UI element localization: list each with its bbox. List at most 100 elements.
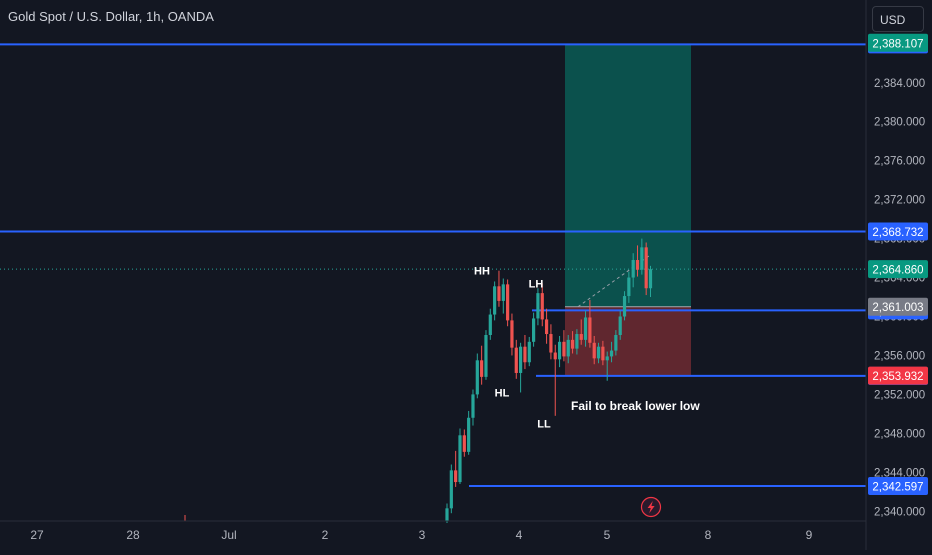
- time-tick-label: 27: [30, 528, 44, 542]
- annotations: HH LH HL LL Fail to break lower low: [474, 266, 700, 431]
- stop-zone: [565, 306, 691, 376]
- price-label-bg: [868, 260, 928, 279]
- lightning-icon[interactable]: [640, 496, 662, 518]
- annotation-label: Fail to break lower low: [571, 399, 700, 413]
- price-label-text: 2,388.107: [872, 38, 923, 50]
- candle: [579, 319, 583, 345]
- candle: [622, 291, 627, 321]
- candle-body: [475, 360, 479, 395]
- candle-body: [510, 320, 514, 348]
- candle-body: [540, 293, 544, 320]
- price-label: 2,361.003: [868, 297, 928, 316]
- price-tick-label: 2,356.000: [874, 350, 925, 362]
- time-tick-label: 9: [806, 528, 813, 542]
- candle: [570, 331, 575, 354]
- candle: [557, 335, 562, 368]
- candle: [614, 330, 618, 356]
- candle: [540, 283, 544, 327]
- candle: [527, 336, 531, 367]
- candle-body: [480, 360, 484, 377]
- candle: [445, 503, 449, 523]
- time-tick-label: 3: [419, 528, 426, 542]
- candle-body: [484, 334, 488, 377]
- candle-body: [557, 341, 562, 360]
- candle-body: [640, 247, 644, 270]
- candle-body: [644, 247, 648, 289]
- price-tick-label: 2,384.000: [874, 78, 925, 90]
- candle-body: [553, 352, 557, 360]
- candle-body: [622, 296, 627, 317]
- time-tick-label: 4: [516, 528, 523, 542]
- candle: [553, 344, 557, 416]
- time-tick-label: 8: [705, 528, 712, 542]
- price-label-text: 2,353.932: [872, 371, 923, 383]
- candle: [493, 281, 497, 321]
- candle: [454, 450, 458, 487]
- candle: [501, 278, 505, 314]
- candle: [523, 334, 527, 370]
- candle: [462, 429, 466, 457]
- price-label: 2,364.860: [868, 260, 928, 279]
- annotation-label: HL: [495, 387, 510, 399]
- candle: [644, 242, 648, 296]
- candle: [562, 330, 566, 362]
- candle: [575, 329, 579, 355]
- candle: [596, 342, 601, 364]
- candle-body: [506, 284, 510, 321]
- candle-body: [523, 346, 527, 363]
- candle: [588, 299, 592, 348]
- candle-body: [601, 346, 605, 361]
- candle: [497, 270, 501, 307]
- symbol-title[interactable]: Gold Spot / U.S. Dollar, 1h, OANDA: [8, 9, 214, 24]
- candle: [640, 238, 644, 275]
- candle: [566, 334, 570, 364]
- candle-body: [549, 334, 553, 353]
- candle: [583, 310, 588, 347]
- candle: [605, 351, 609, 381]
- target-zone: [565, 44, 691, 307]
- time-tick-label: Jul: [221, 528, 236, 542]
- candle-body: [575, 334, 579, 349]
- candle: [514, 339, 518, 379]
- price-label-bg: [868, 297, 928, 316]
- price-tick-label: 2,344.000: [874, 467, 925, 479]
- candle: [484, 330, 488, 380]
- candle: [618, 310, 622, 340]
- time-tick-label: 2: [322, 528, 329, 542]
- candle: [544, 308, 549, 344]
- candle: [609, 341, 614, 363]
- time-tick-label: 5: [604, 528, 611, 542]
- line-price-label-bg: [868, 222, 928, 241]
- candle-body: [445, 508, 449, 521]
- candle: [601, 340, 605, 366]
- candle: [488, 308, 492, 340]
- candle-body: [497, 286, 501, 301]
- candle: [510, 313, 514, 356]
- candle: [532, 312, 536, 347]
- line-price-label-text: 2,342.597: [872, 481, 923, 493]
- candle-body: [566, 339, 570, 357]
- line-price-label: 2,368.732: [868, 222, 928, 241]
- annotation-label: LL: [537, 419, 551, 431]
- time-tick-label: 28: [126, 528, 140, 542]
- price-tick-label: 2,380.000: [874, 117, 925, 129]
- candle-body: [493, 286, 497, 315]
- candle-body: [648, 269, 653, 289]
- price-tick-label: 2,348.000: [874, 428, 925, 440]
- price-labels: 2,387.9412,368.7322,360.6272,353.9032,34…: [868, 33, 928, 495]
- price-tick-label: 2,372.000: [874, 195, 925, 207]
- candle-body: [609, 350, 614, 357]
- price-tick-label: 2,340.000: [874, 506, 925, 518]
- candle-body: [627, 277, 631, 297]
- candle-body: [588, 317, 592, 343]
- candle: [506, 279, 510, 327]
- candles: [184, 238, 653, 523]
- time-axis[interactable]: 27 28 Jul 2 3 4 5 8 9: [0, 520, 866, 542]
- candle: [549, 324, 553, 360]
- candle-body: [631, 260, 635, 278]
- line-price-label-text: 2,368.732: [872, 227, 923, 239]
- currency-button[interactable]: USD: [872, 6, 924, 32]
- price-tick-label: 2,376.000: [874, 156, 925, 168]
